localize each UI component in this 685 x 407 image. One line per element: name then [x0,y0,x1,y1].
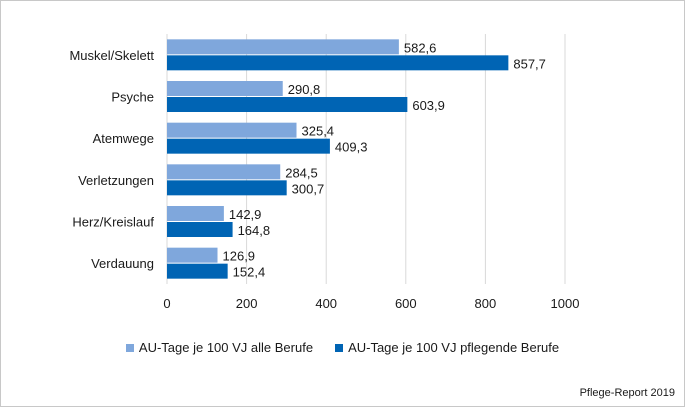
data-label-muskel-skelett-series-0: 582,6 [404,40,437,55]
data-label-verdauung-series-1: 152,4 [233,265,266,280]
bar-verdauung-series-1 [167,263,228,279]
data-label-muskel-skelett-series-1: 857,7 [513,56,546,71]
legend-item-alle-berufe: AU-Tage je 100 VJ alle Berufe [125,340,314,355]
legend-swatch-pflegende-berufe [335,343,344,352]
category-label-psyche: Psyche [111,90,154,105]
bar-psyche-series-1 [167,97,408,112]
x-tick-label-600: 600 [395,296,417,311]
bar-muskel-skelett-series-1 [167,55,509,71]
data-label-psyche-series-1: 603,9 [412,98,445,113]
data-label-verdauung-series-0: 126,9 [223,249,256,264]
x-tick-label-400: 400 [315,296,337,311]
category-label-atemwege: Atemwege [93,131,154,146]
bar-herz-kreislauf-series-1 [167,222,233,237]
category-label-verletzungen: Verletzungen [78,173,154,188]
data-label-herz-kreislauf-series-1: 164,8 [238,223,271,238]
category-label-muskel-skelett: Muskel/Skelett [69,48,154,63]
bar-muskel-skelett-series-0 [167,39,399,55]
x-tick-label-0: 0 [163,296,170,311]
data-label-atemwege-series-1: 409,3 [335,140,368,155]
data-label-atemwege-series-0: 325,4 [302,124,335,139]
x-tick-label-200: 200 [236,296,258,311]
data-label-psyche-series-0: 290,8 [288,82,321,97]
legend: AU-Tage je 100 VJ alle Berufe AU-Tage je… [0,340,685,355]
data-label-verletzungen-series-1: 300,7 [292,181,325,196]
legend-swatch-alle-berufe [125,343,134,352]
bar-verdauung-series-0 [167,247,218,263]
data-label-verletzungen-series-0: 284,5 [285,165,318,180]
category-label-herz-kreislauf: Herz/Kreislauf [72,215,154,230]
bar-verletzungen-series-1 [167,180,287,196]
legend-label-pflegende-berufe: AU-Tage je 100 VJ pflegende Berufe [348,340,560,355]
x-tick-label-800: 800 [475,296,497,311]
bar-herz-kreislauf-series-0 [167,206,224,221]
bar-verletzungen-series-0 [167,164,281,180]
legend-label-alle-berufe: AU-Tage je 100 VJ alle Berufe [138,340,314,355]
bar-atemwege-series-1 [167,138,330,154]
bar-chart: 0 200 400 600 800 1000 Muskel/Skelett 582,6 857,… [69,34,580,311]
category-label-verdauung: Verdauung [91,256,154,271]
legend-item-pflegende-berufe: AU-Tage je 100 VJ pflegende Berufe [335,340,559,355]
data-label-herz-kreislauf-series-0: 142,9 [229,207,262,222]
source-label: Pflege-Report 2019 [579,387,675,399]
bar-atemwege-series-0 [167,122,297,138]
x-tick-label-1000: 1000 [551,296,580,311]
bar-psyche-series-0 [167,81,283,96]
